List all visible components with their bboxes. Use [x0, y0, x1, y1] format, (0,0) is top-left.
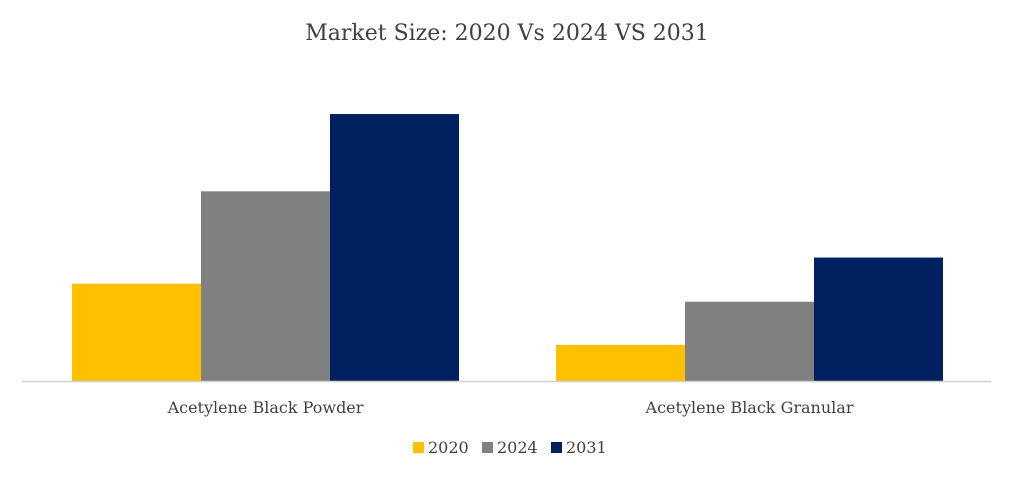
bar-2024-acetylene-black-powder: [201, 191, 330, 381]
legend: 2020 2024 2031: [413, 438, 607, 457]
legend-swatch-2024: [482, 442, 493, 453]
category-label: Acetylene Black Powder: [167, 398, 364, 417]
legend-swatch-2020: [413, 442, 424, 453]
bar-2024-acetylene-black-granular: [685, 301, 814, 381]
category-label: Acetylene Black Granular: [645, 398, 854, 417]
bar-2031-acetylene-black-granular: [814, 257, 943, 381]
chart-title: Market Size: 2020 Vs 2024 VS 2031: [305, 21, 709, 46]
bar-2020-acetylene-black-granular: [556, 344, 685, 381]
bar-2020-acetylene-black-powder: [72, 283, 201, 381]
bars-group: [72, 114, 943, 382]
category-labels: Acetylene Black Powder Acetylene Black Gr…: [167, 398, 854, 417]
legend-label-2024: 2024: [497, 438, 538, 457]
bar-2031-acetylene-black-powder: [330, 114, 459, 382]
legend-label-2031: 2031: [566, 438, 607, 457]
legend-swatch-2031: [551, 442, 562, 453]
legend-label-2020: 2020: [428, 438, 469, 457]
